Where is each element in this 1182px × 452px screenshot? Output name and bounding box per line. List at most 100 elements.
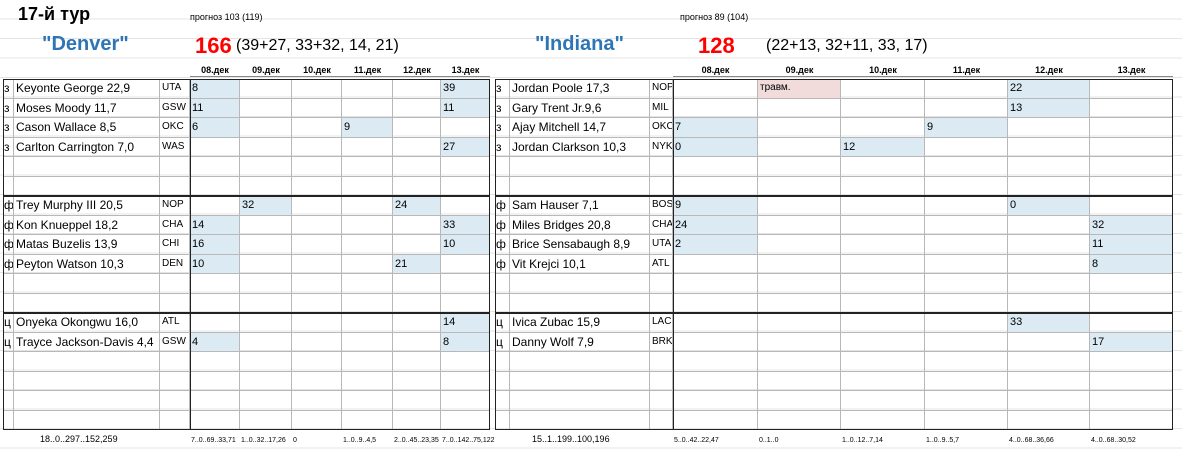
game-points: травм.: [758, 79, 841, 99]
team-code: NOP: [160, 196, 190, 216]
date-header: 11.дек: [353, 65, 382, 75]
position: з: [3, 98, 14, 118]
cell: [673, 254, 758, 274]
player-name: Matas Buzelis 13,9: [14, 235, 160, 255]
cell: [393, 137, 441, 157]
game-points: 21: [393, 254, 441, 274]
cell: [342, 371, 393, 391]
team-code: UTA: [650, 235, 673, 255]
header-underline: [673, 76, 1173, 77]
cell: [240, 98, 292, 118]
team-code: LAC: [650, 313, 673, 333]
team-code: ATL: [160, 313, 190, 333]
position: ф: [3, 254, 14, 274]
cell: [342, 352, 393, 372]
footer-summary: 18..0..297..152,259: [40, 434, 118, 444]
footer-day: 1..0..32..17,26: [241, 437, 286, 444]
player-name: Gary Trent Jr.9,6: [510, 98, 650, 118]
cell: [240, 137, 292, 157]
cell: [925, 391, 1008, 411]
cell: [925, 313, 1008, 333]
score: 128: [698, 33, 735, 58]
cell: [1008, 391, 1090, 411]
cell: [342, 157, 393, 177]
forecast: прогноз 89 (104): [680, 12, 749, 22]
cell: [495, 391, 510, 411]
cell: [240, 352, 292, 372]
cell: [841, 157, 925, 177]
cell: [342, 215, 393, 235]
footer-day: 1..0..9..4,5: [343, 437, 377, 444]
cell: [758, 391, 841, 411]
cell: [1008, 352, 1090, 372]
cell: [925, 254, 1008, 274]
cell: [240, 215, 292, 235]
position: ф: [3, 196, 14, 216]
game-points: 24: [673, 215, 758, 235]
cell: [240, 371, 292, 391]
date-header: 12.дек: [403, 65, 431, 75]
cell: [925, 196, 1008, 216]
cell: [3, 274, 14, 294]
cell: [292, 235, 342, 255]
cell: [292, 137, 342, 157]
position: з: [495, 118, 510, 138]
cell: [650, 274, 673, 294]
footer-day: 1..0..12..7,14: [842, 437, 883, 444]
team-code: BOS: [650, 196, 673, 216]
cell: [673, 157, 758, 177]
player-name: Sam Hauser 7,1: [510, 196, 650, 216]
cell: [393, 313, 441, 333]
score: 166: [195, 33, 232, 58]
cell: [841, 313, 925, 333]
cell: [925, 332, 1008, 352]
game-points: 14: [190, 215, 240, 235]
cell: [190, 352, 240, 372]
cell: [925, 157, 1008, 177]
cell: [342, 196, 393, 216]
cell: [758, 98, 841, 118]
cell: [14, 371, 160, 391]
cell: [841, 332, 925, 352]
game-points: 8: [190, 79, 240, 99]
game-points: 6: [190, 118, 240, 138]
footer-day: 1..0..9..5,7: [926, 437, 960, 444]
date-header: 08.дек: [201, 65, 229, 75]
cell: [758, 332, 841, 352]
title: 17-й тур: [18, 4, 91, 24]
cell: [841, 79, 925, 99]
game-points: 24: [393, 196, 441, 216]
cell: [510, 391, 650, 411]
cell: [758, 254, 841, 274]
game-points: 0: [673, 137, 758, 157]
cell: [1008, 235, 1090, 255]
cell: [925, 371, 1008, 391]
cell: [393, 118, 441, 138]
cell: [841, 352, 925, 372]
cell: [342, 79, 393, 99]
position: ф: [495, 254, 510, 274]
footer-day: 0: [293, 437, 297, 444]
cell: [3, 157, 14, 177]
cell: [292, 79, 342, 99]
cell: [160, 274, 190, 294]
player-name: Trayce Jackson-Davis 4,4: [14, 332, 160, 352]
cell: [292, 371, 342, 391]
cell: [14, 274, 160, 294]
cell: [292, 196, 342, 216]
cell: [190, 274, 240, 294]
cell: [3, 352, 14, 372]
cell: [1008, 118, 1090, 138]
cell: [190, 157, 240, 177]
team-code: MIL: [650, 98, 673, 118]
cell: [393, 98, 441, 118]
cell: [160, 391, 190, 411]
date-header: 13.дек: [1117, 65, 1146, 75]
game-points: 4: [190, 332, 240, 352]
player-name: Danny Wolf 7,9: [510, 332, 650, 352]
group-divider: [673, 196, 674, 313]
score-breakdown: (22+13, 32+11, 33, 17): [766, 37, 928, 54]
team-code: GSW: [160, 98, 190, 118]
group-divider: [190, 196, 191, 313]
cell: [393, 157, 441, 177]
